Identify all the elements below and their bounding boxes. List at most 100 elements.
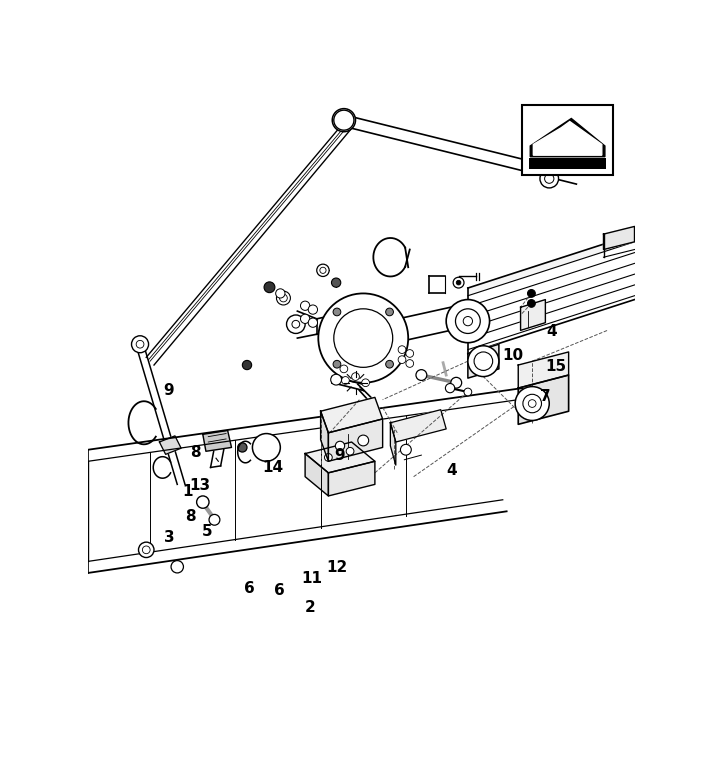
Polygon shape <box>468 234 634 296</box>
Circle shape <box>386 308 393 316</box>
Circle shape <box>406 360 414 367</box>
Text: 13: 13 <box>189 478 210 494</box>
Circle shape <box>238 443 247 452</box>
Circle shape <box>398 346 406 354</box>
Circle shape <box>456 280 461 285</box>
Circle shape <box>336 442 345 451</box>
Circle shape <box>523 394 541 413</box>
Circle shape <box>331 374 341 385</box>
Text: 1: 1 <box>183 484 192 499</box>
Circle shape <box>450 377 462 388</box>
Circle shape <box>333 308 341 316</box>
Circle shape <box>540 170 558 188</box>
Text: 5: 5 <box>202 524 212 539</box>
Text: 11: 11 <box>302 571 323 586</box>
Polygon shape <box>321 411 329 461</box>
Text: 4: 4 <box>447 463 458 478</box>
Polygon shape <box>329 461 375 496</box>
Circle shape <box>286 315 305 333</box>
Circle shape <box>527 299 535 307</box>
Circle shape <box>333 361 341 368</box>
Circle shape <box>197 496 209 508</box>
Circle shape <box>308 318 317 327</box>
Circle shape <box>455 309 480 333</box>
Circle shape <box>456 303 479 326</box>
Circle shape <box>333 309 393 367</box>
Circle shape <box>252 433 281 461</box>
Circle shape <box>474 352 493 371</box>
Polygon shape <box>329 419 383 461</box>
Circle shape <box>292 320 300 328</box>
Text: 9: 9 <box>164 383 174 398</box>
Polygon shape <box>603 226 634 250</box>
Polygon shape <box>530 118 605 157</box>
Text: 15: 15 <box>545 360 566 374</box>
Polygon shape <box>159 436 181 455</box>
Polygon shape <box>321 397 383 432</box>
Circle shape <box>464 388 472 396</box>
Circle shape <box>318 293 408 383</box>
Circle shape <box>340 365 348 373</box>
Polygon shape <box>391 410 446 442</box>
Circle shape <box>362 379 369 387</box>
Circle shape <box>406 350 414 358</box>
Circle shape <box>683 493 694 503</box>
Polygon shape <box>305 454 329 496</box>
Circle shape <box>300 314 309 323</box>
Circle shape <box>338 114 350 126</box>
Text: 6: 6 <box>274 583 285 598</box>
Circle shape <box>463 316 472 325</box>
Circle shape <box>276 289 285 298</box>
Circle shape <box>416 370 427 380</box>
Text: 14: 14 <box>262 459 283 474</box>
Circle shape <box>352 373 360 380</box>
Circle shape <box>446 384 455 393</box>
Polygon shape <box>520 299 546 330</box>
Circle shape <box>453 277 464 288</box>
Circle shape <box>324 454 332 461</box>
Polygon shape <box>468 345 499 378</box>
Polygon shape <box>534 121 602 155</box>
Circle shape <box>468 346 499 377</box>
Text: 12: 12 <box>326 559 348 575</box>
Text: 8: 8 <box>190 445 200 461</box>
Circle shape <box>332 108 355 131</box>
Circle shape <box>264 282 275 293</box>
Text: 6: 6 <box>245 581 255 596</box>
Text: 10: 10 <box>503 348 524 363</box>
Circle shape <box>136 341 144 348</box>
Circle shape <box>515 387 549 420</box>
Circle shape <box>308 305 317 314</box>
Circle shape <box>527 290 535 297</box>
Polygon shape <box>305 442 375 473</box>
Text: 8: 8 <box>185 509 196 524</box>
Circle shape <box>138 542 154 558</box>
Circle shape <box>400 445 411 455</box>
Circle shape <box>446 299 489 343</box>
Circle shape <box>317 264 329 277</box>
Circle shape <box>243 361 252 370</box>
Circle shape <box>697 477 704 484</box>
Circle shape <box>280 294 288 302</box>
Circle shape <box>358 435 369 446</box>
Circle shape <box>346 448 354 455</box>
Circle shape <box>695 447 705 458</box>
Circle shape <box>386 361 393 368</box>
Text: 9: 9 <box>334 448 345 463</box>
Circle shape <box>398 356 406 364</box>
Bar <box>522 105 613 175</box>
Circle shape <box>544 174 554 183</box>
Circle shape <box>333 110 354 130</box>
Circle shape <box>142 546 150 554</box>
Text: 7: 7 <box>539 389 550 404</box>
Text: 3: 3 <box>164 530 174 545</box>
Bar <box>529 158 606 169</box>
Circle shape <box>320 267 326 274</box>
Circle shape <box>331 278 341 287</box>
Circle shape <box>528 400 536 407</box>
Circle shape <box>132 335 149 353</box>
Polygon shape <box>518 375 569 424</box>
Circle shape <box>209 514 220 525</box>
Circle shape <box>300 301 309 310</box>
Text: 2: 2 <box>305 600 316 615</box>
